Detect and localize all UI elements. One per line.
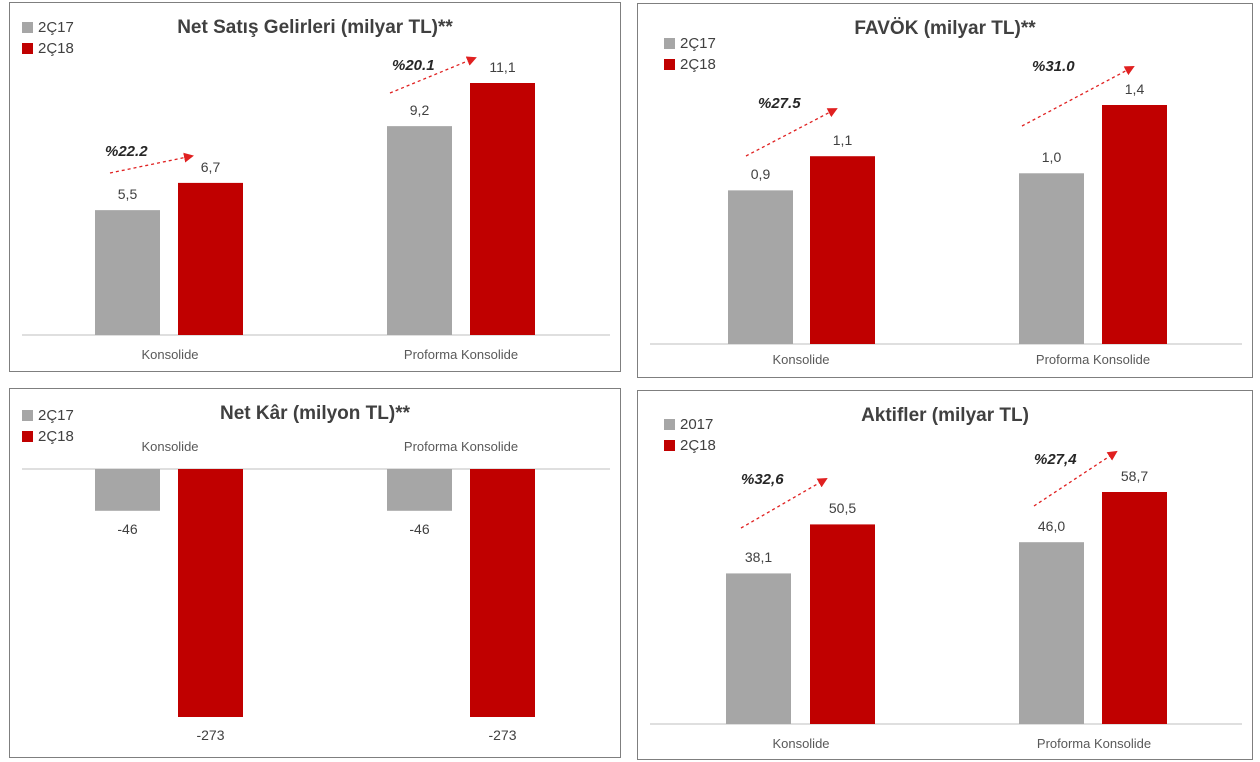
growth-label: %20.1: [392, 57, 435, 74]
legend-label-curr: 2Ç18: [680, 437, 716, 454]
legend: 2Ç17 2Ç18: [664, 33, 716, 75]
bar-curr-1: [1102, 492, 1167, 724]
legend-item-prev: 2Ç17: [22, 17, 74, 38]
bar-curr-0: [810, 524, 875, 724]
legend-item-curr: 2Ç18: [664, 435, 716, 456]
legend-swatch-curr: [22, 43, 33, 54]
growth-label: %32,6: [741, 471, 784, 488]
data-label: 11,1: [489, 59, 516, 75]
bar-curr-0: [178, 182, 243, 335]
data-label: 1,4: [1124, 81, 1145, 97]
category-label: Proforma Konsolide: [1036, 736, 1152, 751]
bar-prev-0: [726, 573, 791, 724]
legend-swatch-curr: [664, 440, 675, 451]
growth-label: %27,4: [1034, 451, 1077, 468]
category-label: Proforma Konsolide: [1035, 352, 1151, 367]
growth-arrow: [109, 152, 194, 174]
data-label: -273: [488, 727, 517, 743]
legend-label-prev: 2Ç17: [680, 35, 716, 52]
legend-label-curr: 2Ç18: [38, 40, 74, 57]
data-label: 6,7: [200, 158, 221, 175]
data-label: 58,7: [1120, 468, 1149, 484]
bar-curr-1: [1102, 105, 1167, 344]
growth-label: %27.5: [758, 95, 801, 112]
bar-prev-0: [95, 469, 160, 511]
legend-swatch-prev: [664, 419, 675, 430]
legend: 2Ç17 2Ç18: [22, 405, 74, 447]
data-label: 5,5: [117, 186, 138, 203]
growth-label: %31.0: [1032, 58, 1075, 75]
growth-arrow: [745, 108, 838, 157]
category-label: Proforma Konsolide: [403, 439, 519, 454]
bar-curr-1: [470, 469, 535, 717]
growth-arrow: [740, 478, 828, 529]
plot-svg: [650, 66, 1242, 345]
growth-arrow: [1033, 450, 1118, 507]
data-label: 1,1: [832, 132, 853, 149]
bar-prev-1: [1019, 542, 1084, 724]
legend-label-curr: 2Ç18: [680, 56, 716, 73]
legend-label-prev: 2Ç17: [38, 19, 74, 36]
legend-swatch-curr: [22, 431, 33, 442]
plot-svg: [22, 468, 610, 717]
legend-swatch-prev: [22, 410, 33, 421]
legend-label-prev: 2Ç17: [38, 407, 74, 424]
category-label: Konsolide: [772, 352, 830, 367]
legend-item-prev: 2Ç17: [664, 33, 716, 54]
chart-panel-assets: Aktifler (milyar TL) 2017 2Ç18 38,1 50,5 K…: [637, 390, 1253, 760]
legend-item-prev: 2Ç17: [22, 405, 74, 426]
chart-title: Net Kâr (milyon TL)**: [219, 403, 411, 424]
bar-curr-0: [178, 469, 243, 717]
data-label: 1,0: [1041, 149, 1062, 166]
bar-prev-1: [387, 469, 452, 511]
category-label: Konsolide: [141, 347, 199, 362]
growth-arrow: [1021, 66, 1135, 127]
chart-panel-ebitda: FAVÖK (milyar TL)** 2Ç17 2Ç18 0,9 1,1 Kons…: [637, 3, 1253, 378]
legend-swatch-prev: [664, 38, 675, 49]
bar-prev-0: [728, 190, 793, 344]
bar-prev-1: [1019, 173, 1084, 344]
legend: 2017 2Ç18: [664, 414, 716, 456]
chart-title: Aktifler (milyar TL): [861, 405, 1029, 426]
chart-title: Net Satış Gelirleri (milyar TL)**: [177, 17, 453, 38]
chart-panel-net-sales: Net Satış Gelirleri (milyar TL)** 2Ç17 2…: [9, 2, 621, 372]
plot-svg: [22, 56, 610, 336]
data-label: 38,1: [744, 549, 773, 566]
chart-title: FAVÖK (milyar TL)**: [854, 18, 1036, 39]
legend-label-curr: 2Ç18: [38, 428, 74, 445]
chart-panel-net-profit: Net Kâr (milyon TL)** 2Ç17 2Ç18 -46 -273 K…: [9, 388, 621, 758]
bar-prev-0: [95, 210, 160, 335]
legend-item-curr: 2Ç18: [22, 38, 74, 59]
plot-svg: [650, 450, 1242, 725]
legend-label-prev: 2017: [680, 416, 714, 433]
category-label: Proforma Konsolide: [403, 347, 519, 362]
growth-label: %22.2: [105, 143, 148, 160]
legend-item-curr: 2Ç18: [664, 54, 716, 75]
data-label: 0,9: [750, 166, 771, 183]
legend-swatch-curr: [664, 59, 675, 70]
data-label: 50,5: [828, 500, 857, 517]
bar-curr-0: [810, 156, 875, 344]
category-label: Konsolide: [772, 736, 830, 751]
data-label: -273: [196, 727, 225, 743]
legend: 2Ç17 2Ç18: [22, 17, 74, 59]
bar-curr-1: [470, 83, 535, 335]
data-label: -46: [409, 520, 430, 537]
category-label: Konsolide: [141, 439, 199, 454]
legend-swatch-prev: [22, 22, 33, 33]
data-label: 46,0: [1037, 518, 1066, 535]
data-label: -46: [117, 520, 138, 537]
legend-item-prev: 2017: [664, 414, 716, 435]
bar-prev-1: [387, 126, 452, 335]
data-label: 9,2: [409, 102, 430, 119]
legend-item-curr: 2Ç18: [22, 426, 74, 447]
